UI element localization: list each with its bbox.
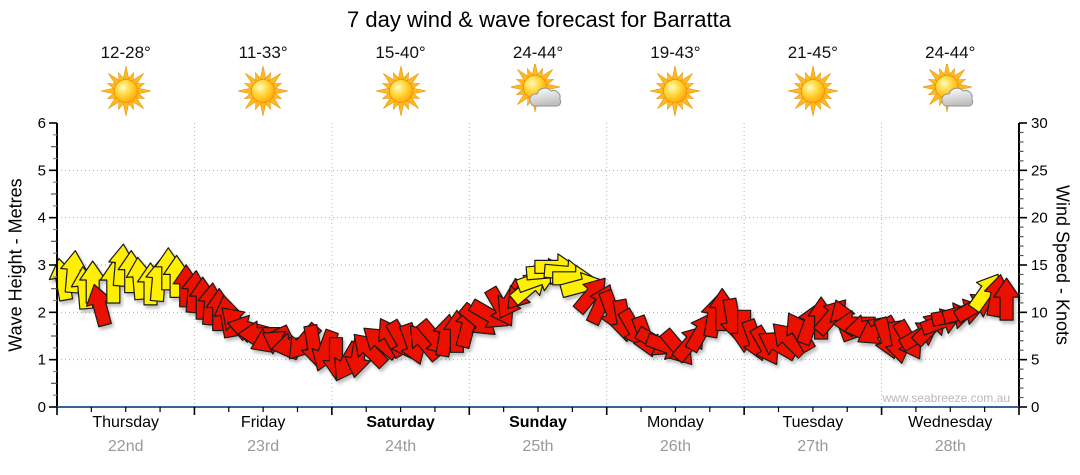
sun-cloud-icon <box>509 61 565 118</box>
day-date-label: 25th <box>522 438 554 455</box>
temperature-label: 24-44° <box>512 43 564 62</box>
svg-text:0: 0 <box>1031 399 1039 416</box>
wind-axis: 0 5 10 15 20 25 30 <box>1018 115 1048 416</box>
sun-icon <box>99 64 153 118</box>
sun-icon <box>786 64 840 118</box>
day-name-label: Sunday <box>509 414 567 431</box>
day-date-label: 28th <box>934 438 966 455</box>
sun-icon <box>648 64 702 118</box>
svg-text:25: 25 <box>1031 162 1048 179</box>
sun-disc <box>663 79 688 103</box>
sun-disc <box>113 79 138 103</box>
day-name-label: Friday <box>240 414 286 431</box>
svg-text:1: 1 <box>38 352 46 369</box>
wind-arrow <box>353 333 390 370</box>
wind-arrow <box>85 283 113 328</box>
temperature-label: 19-43° <box>650 43 701 62</box>
sun-cloud-icon <box>922 61 977 118</box>
temperature-label: 12-28° <box>100 43 151 62</box>
day-name-label: Saturday <box>366 414 435 431</box>
sun-disc <box>800 79 825 103</box>
svg-text:4: 4 <box>38 210 46 227</box>
temperature-label: 11-33° <box>238 43 288 62</box>
svg-text:30: 30 <box>1031 115 1048 132</box>
day-name-label: Thursday <box>92 414 160 431</box>
watermark: www.seabreeze.com.au <box>882 391 1010 405</box>
sun-icon <box>374 64 428 118</box>
svg-text:5: 5 <box>1031 352 1039 369</box>
svg-text:20: 20 <box>1031 210 1048 227</box>
svg-text:15: 15 <box>1031 257 1048 274</box>
wind-arrows <box>48 243 1021 382</box>
day-name-label: Wednesday <box>908 414 993 431</box>
svg-text:0: 0 <box>38 399 46 416</box>
cloud-shape <box>941 87 974 107</box>
wave-axis: 0 1 2 3 4 5 6 <box>38 115 58 416</box>
sun-icon <box>236 64 290 118</box>
day-date-label: 26th <box>659 438 691 455</box>
wind-arrow <box>992 277 1021 321</box>
svg-text:6: 6 <box>38 115 46 132</box>
chart-title: 7 day wind & wave forecast for Barratta <box>347 7 731 32</box>
day-name-label: Tuesday <box>782 414 844 431</box>
day-name-label: Monday <box>646 414 704 431</box>
svg-text:2: 2 <box>38 304 46 321</box>
day-date-label: 23rd <box>247 438 280 455</box>
time-axis <box>56 406 1020 415</box>
sun-disc <box>251 79 276 103</box>
svg-text:10: 10 <box>1031 304 1048 321</box>
temperature-label: 24-44° <box>925 43 976 62</box>
day-date-label: 24th <box>384 438 417 455</box>
cloud-shape <box>529 87 562 107</box>
temperature-label: 21-45° <box>787 43 838 62</box>
day-date-label: 22nd <box>107 438 144 455</box>
svg-text:5: 5 <box>38 162 46 179</box>
svg-text:3: 3 <box>38 257 46 274</box>
temperature-label: 15-40° <box>375 43 426 62</box>
sun-disc <box>388 79 413 103</box>
day-date-label: 27th <box>797 438 829 455</box>
